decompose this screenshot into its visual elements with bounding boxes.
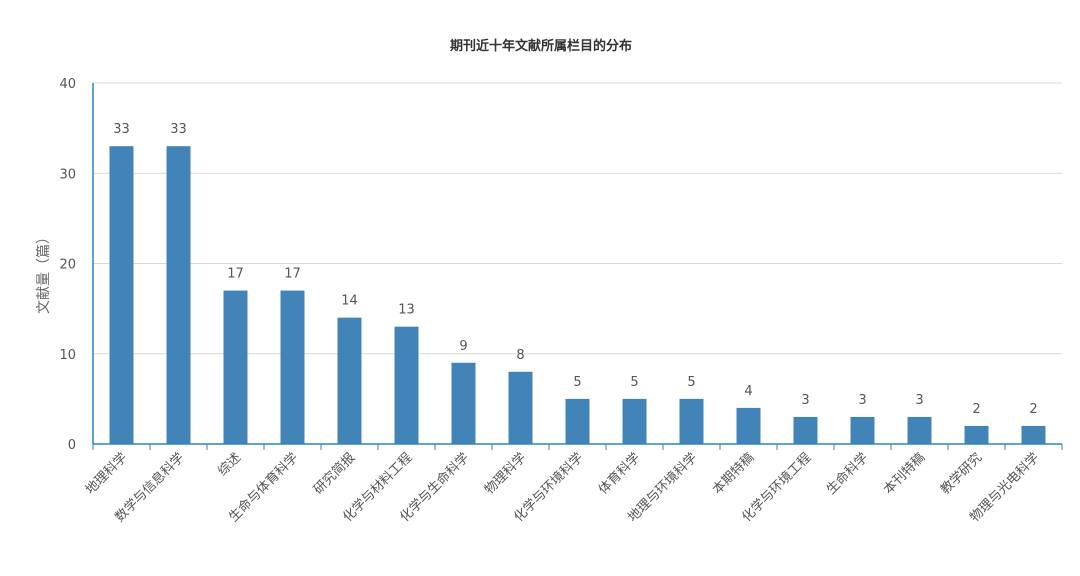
bar <box>736 407 761 444</box>
bar <box>964 425 989 444</box>
bar <box>394 326 419 444</box>
bar <box>109 146 134 445</box>
data-label: 3 <box>858 393 866 408</box>
data-label: 13 <box>398 303 415 318</box>
category-label: 本期特稿 <box>709 450 757 498</box>
bars <box>109 146 1046 445</box>
bar <box>793 416 818 444</box>
data-label: 2 <box>972 402 980 417</box>
bar <box>679 398 704 444</box>
category-label: 教学研究 <box>937 450 985 498</box>
bar <box>565 398 590 444</box>
y-tick-label: 40 <box>59 77 76 92</box>
bar <box>850 416 875 444</box>
bar <box>1021 425 1046 444</box>
data-label: 5 <box>630 375 638 390</box>
data-label: 17 <box>284 267 301 282</box>
bar <box>223 290 248 444</box>
category-label: 研究简报 <box>310 450 358 498</box>
data-label: 33 <box>113 122 130 137</box>
y-axis-ticks: 0 10 20 30 40 <box>59 77 76 453</box>
data-label: 9 <box>459 339 467 354</box>
y-axis-title: 文献量（篇） <box>36 230 52 314</box>
bar <box>907 416 932 444</box>
chart-title: 期刊近十年文献所属栏目的分布 <box>450 38 632 54</box>
bar <box>622 398 647 444</box>
category-label: 综述 <box>215 450 244 479</box>
bar <box>280 290 305 444</box>
data-label: 17 <box>227 267 244 282</box>
bar <box>166 146 191 445</box>
data-label: 3 <box>801 393 809 408</box>
y-tick-label: 10 <box>59 348 76 363</box>
x-axis <box>92 83 1063 450</box>
data-label: 2 <box>1029 402 1037 417</box>
data-label: 5 <box>687 375 695 390</box>
category-label: 本刊特稿 <box>880 450 928 498</box>
data-label: 14 <box>341 294 358 309</box>
data-label: 33 <box>170 122 187 137</box>
category-label: 体育科学 <box>595 450 643 498</box>
category-label: 生命科学 <box>823 450 871 498</box>
data-label: 4 <box>744 384 752 399</box>
data-label: 8 <box>516 348 524 363</box>
bar <box>451 362 476 444</box>
category-label: 地理科学 <box>82 450 130 498</box>
y-tick-label: 30 <box>59 167 76 182</box>
bar <box>508 371 533 444</box>
gridlines <box>93 82 1062 355</box>
data-label: 5 <box>573 375 581 390</box>
category-label: 物理科学 <box>481 450 529 498</box>
data-label: 3 <box>915 393 923 408</box>
bar <box>337 317 362 444</box>
y-tick-label: 20 <box>59 258 76 273</box>
y-tick-label: 0 <box>68 438 76 453</box>
